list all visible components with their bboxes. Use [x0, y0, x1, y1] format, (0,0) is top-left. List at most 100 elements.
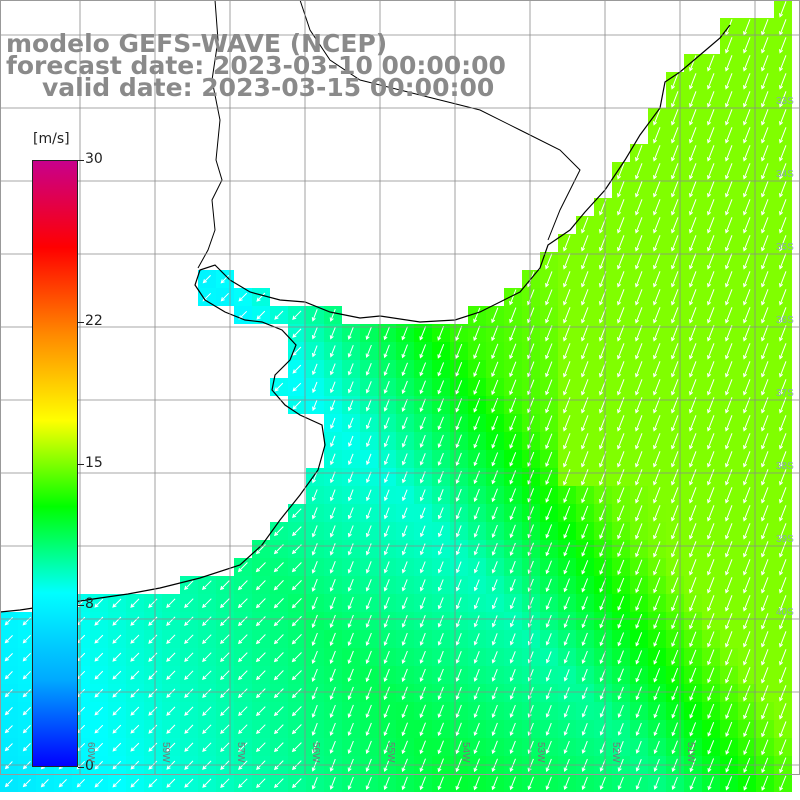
wind-arrow	[581, 253, 589, 270]
wind-arrow	[635, 379, 643, 396]
wind-arrow	[707, 235, 715, 252]
wind-arrow	[348, 435, 354, 448]
colorbar-tick-label: 30	[85, 151, 103, 167]
wind-arrow	[148, 616, 158, 626]
wind-arrow	[779, 559, 787, 576]
wind-arrow	[689, 722, 697, 737]
wind-arrow	[473, 776, 480, 791]
wind-arrow	[455, 597, 462, 610]
wind-arrow	[761, 721, 769, 738]
wind-arrow	[761, 109, 769, 126]
wind-arrow	[743, 541, 751, 558]
wind-arrow	[653, 469, 661, 486]
wind-arrow	[148, 598, 158, 608]
wind-arrow	[779, 595, 787, 612]
wind-arrow	[348, 453, 354, 466]
wind-arrow	[437, 344, 445, 359]
wind-arrow	[4, 653, 13, 662]
wind-arrow	[220, 778, 230, 788]
wind-arrow	[707, 451, 715, 468]
wind-arrow	[617, 686, 624, 701]
wind-arrow	[455, 776, 462, 791]
wind-arrow	[671, 740, 678, 755]
wind-arrow	[617, 325, 625, 342]
wind-arrow	[365, 525, 372, 538]
wind-arrow	[689, 343, 697, 360]
wind-arrow	[617, 632, 625, 647]
wind-arrow	[312, 399, 318, 412]
wind-arrow	[329, 327, 336, 340]
wind-arrow	[237, 616, 248, 627]
wind-arrow	[184, 652, 194, 662]
wind-arrow	[255, 688, 266, 699]
wind-arrow	[581, 578, 589, 593]
wind-arrow	[148, 652, 158, 662]
wind-arrow	[743, 505, 751, 522]
wind-arrow	[617, 289, 625, 306]
wind-arrow	[455, 543, 462, 556]
wind-arrow	[563, 669, 570, 682]
wind-arrow	[671, 722, 678, 737]
wind-arrow	[491, 543, 498, 556]
wind-arrow	[202, 275, 211, 284]
wind-arrow	[779, 55, 787, 72]
wind-arrow	[112, 742, 122, 752]
wind-arrow	[401, 525, 408, 538]
wind-arrow	[707, 559, 715, 576]
wind-arrow	[779, 703, 787, 720]
wind-arrow	[545, 506, 553, 521]
wind-arrow	[184, 598, 194, 609]
wind-arrow	[419, 416, 426, 430]
wind-arrow	[743, 307, 751, 324]
wind-arrow	[491, 434, 499, 449]
wind-arrow	[689, 523, 697, 540]
wind-arrow	[653, 433, 661, 450]
wind-arrow	[383, 399, 390, 412]
wind-arrow	[725, 127, 733, 144]
wind-arrow	[22, 634, 31, 644]
wind-arrow	[761, 487, 769, 504]
wind-arrow	[437, 525, 444, 538]
wind-arrow	[617, 704, 624, 718]
wind-arrow	[653, 668, 661, 683]
wind-arrow	[22, 689, 31, 698]
wind-arrow	[4, 725, 13, 734]
wind-arrow	[22, 743, 31, 752]
wind-arrow	[112, 634, 122, 644]
longitude-label: 57W	[235, 742, 246, 763]
wind-arrow	[219, 634, 230, 645]
wind-arrow	[419, 362, 427, 377]
wind-arrow	[509, 542, 516, 556]
wind-arrow	[779, 199, 787, 216]
wind-arrow	[347, 345, 354, 358]
wind-arrow	[761, 649, 769, 666]
wind-arrow	[779, 127, 787, 144]
wind-arrow	[273, 634, 284, 645]
wind-arrow	[707, 325, 715, 342]
wind-arrow	[581, 776, 588, 791]
wind-arrow	[581, 560, 589, 575]
wind-arrow	[617, 451, 625, 468]
wind-arrow	[311, 309, 318, 322]
wind-arrow	[617, 596, 625, 611]
wind-arrow	[761, 217, 769, 234]
wind-arrow	[581, 379, 589, 396]
wind-arrow	[707, 289, 715, 306]
wind-arrow	[743, 217, 751, 234]
wind-arrow	[455, 343, 463, 359]
wind-arrow	[184, 706, 194, 716]
wind-arrow	[329, 543, 336, 556]
wind-arrow	[202, 778, 212, 788]
wind-arrow	[255, 670, 266, 681]
wind-arrow	[689, 613, 697, 630]
wind-arrow	[581, 705, 588, 718]
wind-arrow	[707, 73, 715, 90]
wind-arrow	[581, 469, 589, 486]
wind-arrow	[255, 652, 266, 663]
wind-arrow	[22, 652, 31, 662]
wind-arrow	[94, 724, 104, 734]
wind-arrow	[671, 595, 679, 612]
wind-arrow	[383, 668, 390, 683]
wind-arrow	[491, 561, 498, 574]
wind-arrow	[761, 37, 769, 54]
